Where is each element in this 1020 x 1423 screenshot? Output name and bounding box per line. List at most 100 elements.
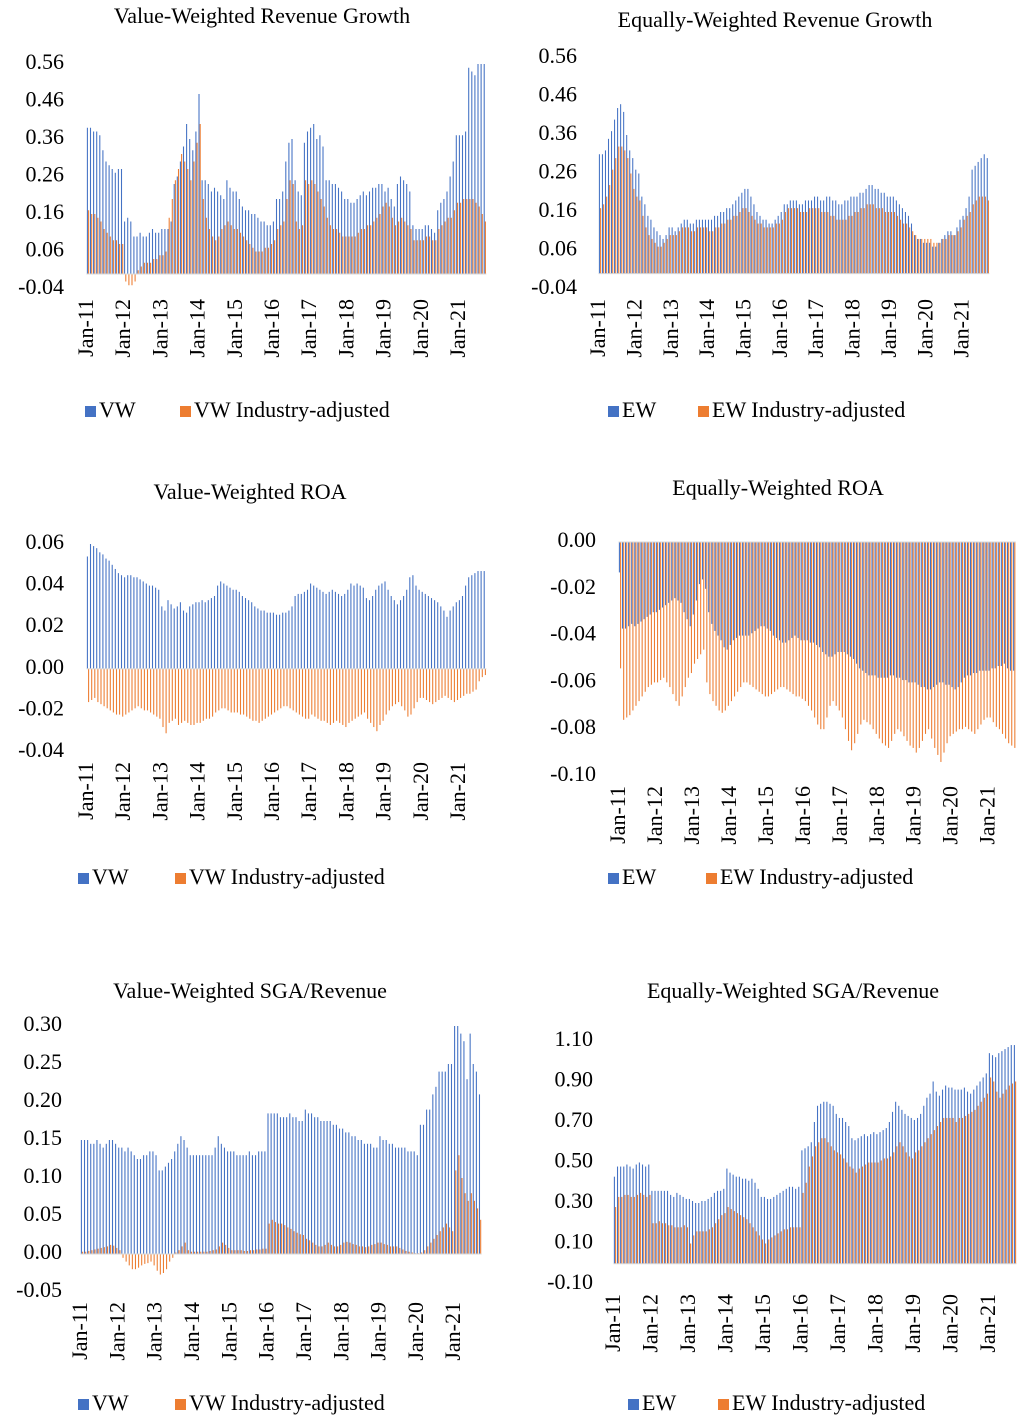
bar bbox=[190, 180, 192, 274]
bar bbox=[298, 1121, 300, 1254]
bar bbox=[93, 1143, 95, 1254]
bar bbox=[947, 231, 949, 274]
bar bbox=[956, 227, 958, 274]
bar bbox=[205, 217, 207, 274]
bar bbox=[761, 1239, 764, 1264]
bar bbox=[239, 1155, 241, 1254]
bar bbox=[447, 668, 449, 698]
bar bbox=[290, 1228, 292, 1254]
bar bbox=[387, 589, 389, 669]
bar bbox=[949, 542, 951, 737]
bar bbox=[418, 229, 420, 274]
bar bbox=[252, 247, 254, 274]
bar bbox=[429, 668, 431, 703]
bar bbox=[732, 204, 734, 274]
bar bbox=[218, 668, 220, 711]
bar bbox=[441, 1071, 443, 1254]
bar bbox=[623, 111, 625, 274]
y-tick-label: 1.10 bbox=[555, 1026, 594, 1051]
bar bbox=[313, 124, 315, 274]
x-tick-label: Jan-14 bbox=[179, 1302, 204, 1361]
bar bbox=[444, 668, 446, 696]
bar bbox=[955, 1122, 957, 1264]
bar bbox=[671, 1225, 673, 1264]
bar bbox=[600, 208, 602, 274]
bar bbox=[958, 542, 960, 730]
bar bbox=[165, 251, 167, 274]
bar bbox=[269, 225, 271, 274]
bar bbox=[209, 1250, 211, 1254]
bar bbox=[325, 593, 327, 669]
bar bbox=[860, 542, 862, 725]
bar bbox=[779, 542, 781, 641]
bar bbox=[1004, 1049, 1006, 1264]
bar bbox=[351, 668, 353, 721]
y-tick-label: 0.46 bbox=[539, 82, 578, 107]
bar bbox=[807, 200, 810, 274]
bar bbox=[695, 219, 697, 274]
bar bbox=[315, 1244, 317, 1254]
x-tick-label: Jan-21 bbox=[445, 762, 470, 821]
y-tick-label: -0.05 bbox=[16, 1277, 62, 1302]
bar bbox=[847, 542, 850, 741]
bar bbox=[80, 1140, 82, 1254]
legend-swatch bbox=[628, 1399, 639, 1410]
bar bbox=[413, 1151, 415, 1254]
bar bbox=[961, 542, 964, 730]
bar bbox=[950, 231, 952, 274]
y-tick-label: -0.06 bbox=[550, 667, 596, 692]
bar bbox=[891, 542, 893, 741]
legend-label: EW bbox=[642, 1390, 676, 1415]
bar bbox=[889, 542, 891, 676]
bar bbox=[323, 1121, 325, 1254]
bar bbox=[314, 1117, 316, 1254]
bar bbox=[790, 1227, 792, 1264]
bar bbox=[835, 200, 837, 274]
bar bbox=[158, 589, 160, 669]
bar bbox=[370, 225, 372, 274]
bar bbox=[783, 1229, 785, 1264]
bar bbox=[223, 583, 225, 669]
bar bbox=[954, 1089, 956, 1264]
bar bbox=[658, 542, 660, 610]
bar bbox=[103, 668, 105, 707]
bar bbox=[982, 542, 984, 671]
bar bbox=[398, 221, 400, 274]
bar bbox=[878, 542, 880, 739]
bar bbox=[697, 227, 699, 274]
bar bbox=[197, 1251, 199, 1254]
bar bbox=[848, 1126, 850, 1264]
bar bbox=[720, 212, 722, 274]
bar bbox=[432, 668, 434, 705]
bar bbox=[436, 1235, 438, 1254]
chart-title: Value-Weighted Revenue Growth bbox=[114, 3, 410, 28]
bar bbox=[156, 259, 158, 274]
bar bbox=[788, 1186, 790, 1264]
y-tick-label: 0.56 bbox=[26, 49, 65, 74]
bar bbox=[666, 238, 668, 274]
bar bbox=[382, 668, 384, 721]
bar bbox=[923, 1105, 925, 1264]
bar bbox=[999, 1097, 1001, 1264]
chart-title: Value-Weighted SGA/Revenue bbox=[113, 978, 387, 1003]
bar bbox=[344, 199, 346, 274]
bar bbox=[359, 585, 361, 669]
bar bbox=[747, 188, 749, 274]
bar bbox=[681, 227, 683, 274]
bar bbox=[399, 1247, 401, 1254]
bar bbox=[799, 1227, 801, 1264]
bar bbox=[690, 1243, 692, 1264]
bar bbox=[712, 231, 714, 274]
bar bbox=[760, 1196, 762, 1264]
bar bbox=[460, 668, 462, 698]
bar bbox=[248, 210, 250, 274]
bar bbox=[763, 227, 765, 274]
bar bbox=[951, 542, 953, 688]
bar bbox=[913, 1119, 915, 1264]
bar bbox=[299, 1234, 301, 1254]
bar bbox=[858, 1168, 860, 1264]
bar bbox=[115, 668, 118, 715]
bar bbox=[416, 1155, 418, 1254]
bar bbox=[391, 217, 393, 274]
bar bbox=[86, 127, 88, 274]
